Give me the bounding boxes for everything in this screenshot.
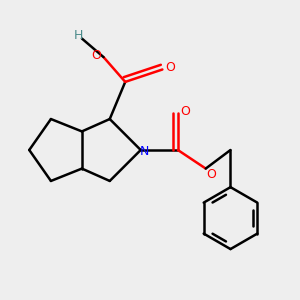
Text: O: O — [181, 105, 190, 118]
Text: O: O — [91, 49, 101, 62]
Text: O: O — [206, 168, 216, 181]
Text: H: H — [74, 29, 83, 42]
Text: N: N — [140, 145, 149, 158]
Text: O: O — [165, 61, 175, 74]
